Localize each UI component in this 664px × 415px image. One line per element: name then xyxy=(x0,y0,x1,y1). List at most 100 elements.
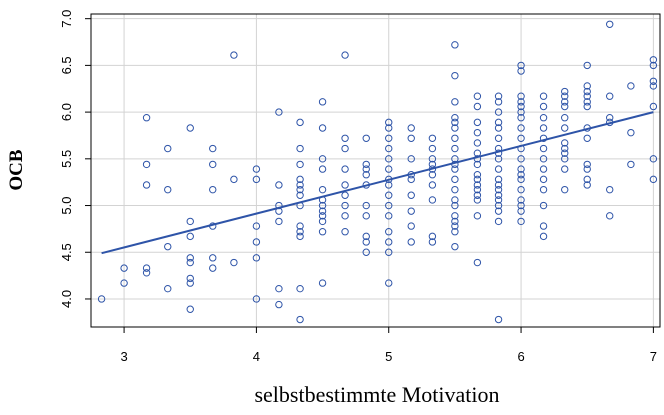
data-point xyxy=(407,191,415,199)
data-point xyxy=(252,222,261,230)
y-tick-label: 4.5 xyxy=(59,243,74,261)
data-point xyxy=(539,144,548,153)
data-point xyxy=(385,134,393,142)
data-point xyxy=(561,114,569,122)
data-point xyxy=(473,171,482,179)
data-point xyxy=(186,274,194,283)
data-point xyxy=(385,248,393,256)
data-point xyxy=(583,134,591,142)
data-point xyxy=(296,232,304,241)
data-point xyxy=(539,175,548,184)
data-point xyxy=(230,258,238,267)
data-point xyxy=(318,155,327,163)
data-point xyxy=(473,92,482,100)
data-point xyxy=(341,51,349,59)
data-point xyxy=(252,295,261,303)
data-point xyxy=(539,124,548,132)
data-point xyxy=(649,175,658,184)
data-point xyxy=(407,207,415,215)
data-point xyxy=(428,144,437,153)
data-point xyxy=(318,212,327,220)
data-point xyxy=(385,144,393,153)
data-point xyxy=(583,102,591,111)
data-point xyxy=(428,238,437,246)
data-point xyxy=(362,232,370,241)
y-axis-title: OCB xyxy=(6,149,27,191)
data-point xyxy=(473,175,482,184)
data-point xyxy=(473,160,482,169)
data-point xyxy=(164,284,172,293)
plot-frame xyxy=(90,13,661,328)
data-point xyxy=(362,212,370,220)
data-point xyxy=(517,134,525,142)
data-point xyxy=(318,279,327,287)
data-point xyxy=(473,128,482,137)
data-point xyxy=(583,61,591,70)
data-point xyxy=(209,144,217,153)
data-point xyxy=(252,175,261,184)
data-point xyxy=(186,279,194,287)
data-point xyxy=(428,134,437,142)
y-tick-label: 5.0 xyxy=(59,196,74,214)
data-point xyxy=(539,222,548,230)
data-point xyxy=(627,160,635,169)
data-point xyxy=(494,175,503,184)
data-point xyxy=(296,185,304,194)
data-point xyxy=(517,124,525,132)
data-points xyxy=(97,20,658,324)
data-point xyxy=(539,185,548,194)
data-point xyxy=(341,165,349,173)
data-point xyxy=(186,258,194,267)
y-axis: 4.0 4.5 5.0 5.5 6.0 6.5 7.0 xyxy=(59,10,91,308)
data-point xyxy=(517,171,525,179)
data-point xyxy=(164,185,172,194)
data-point xyxy=(296,160,304,169)
data-point xyxy=(164,242,172,251)
data-point xyxy=(473,118,482,127)
data-point xyxy=(561,149,569,157)
data-point xyxy=(451,118,459,127)
data-point xyxy=(120,279,128,287)
data-point xyxy=(561,92,569,100)
data-point xyxy=(142,269,151,277)
data-point xyxy=(517,114,525,122)
data-point xyxy=(296,227,304,236)
data-point xyxy=(517,185,525,194)
data-point xyxy=(318,201,327,210)
data-point xyxy=(385,124,393,132)
data-point xyxy=(494,165,503,173)
data-point xyxy=(561,124,569,132)
data-point xyxy=(517,165,525,173)
data-point xyxy=(451,144,459,153)
data-point xyxy=(649,82,658,90)
data-point xyxy=(539,114,548,122)
data-point xyxy=(517,98,525,106)
data-point xyxy=(275,108,283,116)
data-point xyxy=(186,305,194,313)
data-point xyxy=(296,191,304,199)
data-point xyxy=(385,238,393,246)
data-point xyxy=(164,144,172,153)
data-point xyxy=(362,248,370,256)
data-point xyxy=(451,217,459,226)
data-point xyxy=(341,191,349,199)
data-point xyxy=(494,155,503,163)
data-point xyxy=(318,165,327,173)
data-point xyxy=(385,118,393,127)
x-tick-label: 6 xyxy=(517,349,524,364)
data-point xyxy=(649,155,658,163)
data-point xyxy=(385,181,393,189)
data-point xyxy=(494,98,503,106)
data-point xyxy=(318,217,327,226)
data-point xyxy=(561,139,569,147)
data-point xyxy=(428,232,437,241)
regression-line xyxy=(101,111,654,255)
data-point xyxy=(627,128,635,137)
data-point xyxy=(296,118,304,127)
data-point xyxy=(473,139,482,147)
data-point xyxy=(606,92,614,100)
x-axis-title: selbstbestimmte Motivation xyxy=(254,382,499,407)
data-point xyxy=(341,144,349,153)
data-point xyxy=(539,155,548,163)
data-point xyxy=(318,227,327,236)
